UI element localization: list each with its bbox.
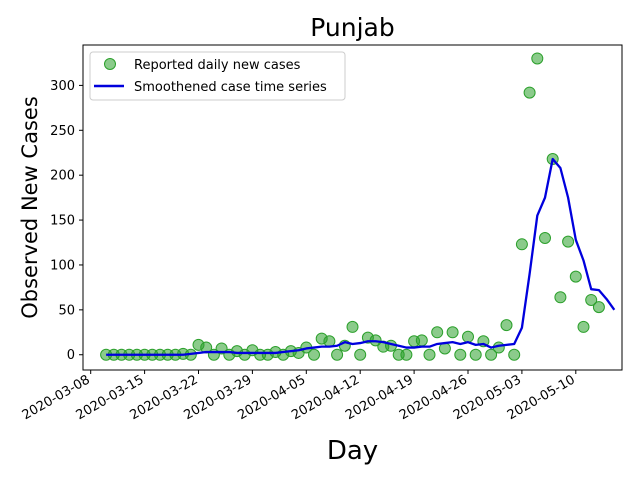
y-tick-label: 250 bbox=[50, 124, 75, 139]
y-tick-label: 150 bbox=[50, 214, 75, 229]
reported-case-point bbox=[308, 348, 320, 361]
reported-case-point bbox=[508, 348, 521, 361]
reported-case-point bbox=[423, 348, 436, 361]
reported-case-point bbox=[485, 348, 498, 361]
y-tick-label: 100 bbox=[50, 258, 75, 273]
reported-case-point bbox=[354, 348, 367, 361]
chart-title: Punjab bbox=[310, 13, 394, 42]
reported-case-point bbox=[431, 326, 444, 339]
reported-case-point bbox=[554, 291, 567, 304]
reported-case-point bbox=[585, 293, 598, 306]
y-tick-label: 0 bbox=[67, 348, 75, 363]
reported-case-point bbox=[462, 330, 474, 343]
legend-box bbox=[89, 51, 346, 101]
reported-case-point bbox=[569, 270, 582, 283]
reported-case-point bbox=[469, 348, 482, 361]
x-axis-label: Day bbox=[327, 436, 378, 466]
data-marks bbox=[100, 52, 616, 361]
reported-case-point bbox=[577, 320, 590, 333]
legend: Reported daily new cases Smoothened case… bbox=[89, 51, 346, 101]
reported-case-point bbox=[515, 238, 528, 251]
legend-label-smoothened: Smoothened case time series bbox=[134, 80, 327, 95]
reported-case-point bbox=[531, 52, 544, 65]
reported-case-point bbox=[346, 320, 359, 333]
reported-case-point bbox=[592, 301, 605, 314]
reported-case-point bbox=[500, 319, 513, 332]
reported-case-point bbox=[539, 232, 551, 245]
reported-case-point bbox=[400, 348, 413, 361]
y-axis-label: Observed New Cases bbox=[18, 96, 42, 319]
smoothened-series-line bbox=[106, 157, 616, 356]
reported-case-point bbox=[331, 348, 344, 361]
reported-case-point bbox=[454, 348, 467, 361]
reported-case-point bbox=[446, 326, 459, 339]
y-tick-label: 200 bbox=[50, 169, 75, 184]
reported-case-point bbox=[523, 86, 536, 99]
reported-case-point bbox=[562, 235, 575, 248]
y-tick-label: 300 bbox=[50, 79, 75, 94]
plot-frame bbox=[82, 44, 623, 371]
legend-marker-reported bbox=[104, 58, 116, 70]
y-tick-label: 50 bbox=[58, 303, 75, 318]
legend-label-reported: Reported daily new cases bbox=[134, 58, 301, 73]
reported-case-point bbox=[415, 334, 428, 347]
axes: 0501001502002503002020-03-082020-03-1520… bbox=[20, 79, 578, 423]
